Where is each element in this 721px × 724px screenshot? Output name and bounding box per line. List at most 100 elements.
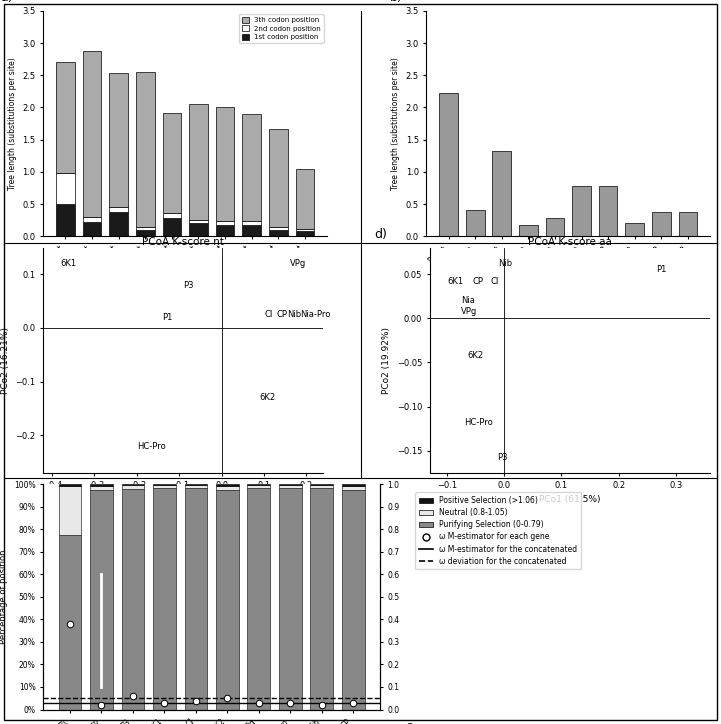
- Bar: [279, 487, 301, 710]
- Text: P1: P1: [162, 313, 172, 321]
- Text: P3: P3: [497, 453, 508, 463]
- Bar: [311, 485, 333, 487]
- Text: Nib: Nib: [499, 259, 513, 268]
- Bar: [678, 211, 697, 236]
- Bar: [56, 173, 75, 204]
- Bar: [279, 484, 301, 485]
- Bar: [247, 487, 270, 710]
- Bar: [546, 217, 565, 236]
- Text: P3: P3: [183, 281, 194, 290]
- Text: VPg: VPg: [290, 259, 306, 268]
- Bar: [216, 489, 239, 710]
- Bar: [56, 204, 75, 236]
- Bar: [247, 484, 270, 485]
- Bar: [492, 151, 511, 236]
- Bar: [110, 206, 128, 211]
- Bar: [153, 485, 176, 487]
- Bar: [599, 186, 617, 236]
- Bar: [216, 224, 234, 236]
- Bar: [279, 485, 301, 487]
- Bar: [162, 213, 181, 218]
- Y-axis label: Tree length (substitutions per site): Tree length (substitutions per site): [391, 57, 400, 190]
- Legend: Positive Selection (>1.06), Neutral (0.8-1.05), Purifying Selection (0-0.79), ω : Positive Selection (>1.06), Neutral (0.8…: [415, 492, 581, 569]
- Bar: [153, 484, 176, 485]
- Bar: [296, 169, 314, 229]
- Text: 6K2: 6K2: [467, 351, 483, 360]
- Title: PCoA K-score nt: PCoA K-score nt: [143, 237, 224, 247]
- X-axis label: PCo1 (61.5%): PCo1 (61.5%): [539, 495, 601, 504]
- Bar: [185, 487, 207, 710]
- Bar: [122, 485, 144, 489]
- Bar: [83, 51, 102, 217]
- Bar: [83, 217, 102, 222]
- Bar: [342, 484, 365, 487]
- Bar: [56, 62, 75, 173]
- Bar: [58, 487, 81, 535]
- Legend: 3th codon position, 2nd codon position, 1st codon position: 3th codon position, 2nd codon position, …: [239, 14, 324, 43]
- Text: CP: CP: [473, 277, 484, 285]
- Bar: [296, 231, 314, 236]
- Bar: [242, 222, 261, 224]
- Bar: [242, 114, 261, 222]
- Bar: [110, 211, 128, 236]
- Bar: [466, 211, 485, 236]
- Bar: [247, 485, 270, 487]
- Text: P1: P1: [656, 265, 666, 274]
- Point: [96, 699, 107, 711]
- X-axis label: PCo1 (49.12%): PCo1 (49.12%): [150, 495, 217, 504]
- Bar: [572, 186, 591, 236]
- Bar: [90, 487, 112, 489]
- Text: CP: CP: [277, 310, 288, 319]
- Bar: [269, 129, 288, 227]
- Point: [159, 697, 170, 709]
- Bar: [136, 230, 154, 236]
- Bar: [311, 487, 333, 710]
- Y-axis label: Percentage of position: Percentage of position: [0, 550, 9, 644]
- Point: [253, 697, 265, 709]
- Bar: [189, 104, 208, 220]
- Point: [285, 697, 296, 709]
- Title: PCoA K-score aa: PCoA K-score aa: [528, 237, 612, 247]
- Text: HC-Pro: HC-Pro: [137, 442, 165, 450]
- Bar: [269, 230, 288, 236]
- Point: [64, 618, 76, 630]
- Point: [316, 699, 327, 711]
- Bar: [185, 485, 207, 487]
- Bar: [58, 484, 81, 487]
- Bar: [519, 225, 538, 236]
- Bar: [136, 72, 154, 227]
- Point: [127, 690, 138, 702]
- Y-axis label: PCo2 (16.21%): PCo2 (16.21%): [1, 327, 10, 394]
- Text: HC-Pro: HC-Pro: [464, 418, 493, 427]
- Text: d): d): [374, 228, 386, 241]
- Bar: [242, 224, 261, 236]
- Bar: [216, 487, 239, 489]
- Bar: [311, 484, 333, 485]
- Point: [221, 692, 233, 704]
- Bar: [110, 72, 128, 206]
- Text: VPg: VPg: [461, 307, 478, 316]
- Text: Nia: Nia: [461, 296, 475, 305]
- Bar: [162, 218, 181, 236]
- Text: 6K2: 6K2: [260, 393, 276, 403]
- Bar: [136, 227, 154, 230]
- Point: [348, 697, 359, 709]
- Bar: [189, 220, 208, 224]
- Text: a: a: [407, 721, 414, 724]
- Bar: [58, 535, 81, 710]
- Bar: [90, 489, 112, 710]
- Text: b): b): [389, 0, 402, 4]
- Text: a): a): [1, 0, 13, 4]
- Bar: [269, 227, 288, 230]
- Bar: [216, 222, 234, 224]
- Bar: [296, 229, 314, 231]
- Bar: [153, 487, 176, 710]
- Bar: [342, 487, 365, 489]
- Bar: [185, 484, 207, 485]
- Bar: [162, 113, 181, 213]
- Y-axis label: PCo2 (19.92%): PCo2 (19.92%): [382, 327, 392, 394]
- Bar: [342, 489, 365, 710]
- Bar: [439, 93, 458, 236]
- Text: Nib: Nib: [288, 310, 301, 319]
- Text: CI: CI: [264, 310, 273, 319]
